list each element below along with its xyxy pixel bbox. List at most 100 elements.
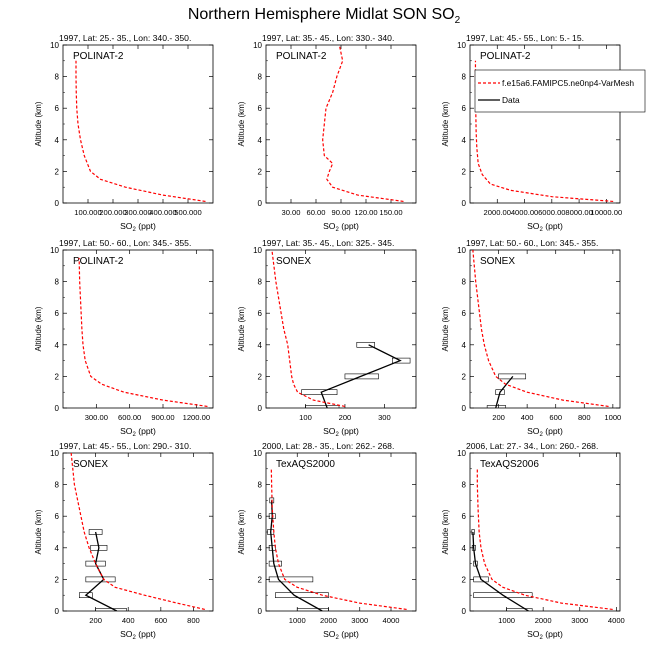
y-tick-label: 6 [258, 309, 263, 318]
plot-area [70, 453, 205, 611]
model-line [476, 468, 613, 611]
chart-panel: 1997, Lat: 35.- 45., Lon: 330.- 340. POLI… [237, 33, 417, 233]
campaign-label: TexAQS2006 [480, 459, 539, 470]
y-tick-label: 8 [462, 481, 467, 490]
x-tick-label: 4000 [608, 616, 625, 625]
panel-title: 1997, Lat: 50.- 60., Lon: 345.- 355. [59, 238, 191, 248]
y-tick-label: 8 [55, 481, 60, 490]
y-tick-label: 10 [253, 449, 262, 458]
chart-panel: 1997, Lat: 50.- 60., Lon: 345.- 355. SONE… [441, 238, 621, 438]
panel-title: 1997, Lat: 45.- 55., Lon: 5.- 15. [466, 33, 584, 43]
y-tick-label: 2 [55, 167, 60, 176]
campaign-label: SONEX [276, 256, 311, 267]
y-tick-label: 6 [258, 104, 263, 113]
y-tick-label: 4 [55, 544, 60, 553]
x-tick-label: 60.00 [306, 208, 325, 217]
chart-panel: 1997, Lat: 50.- 60., Lon: 345.- 355. POLI… [34, 238, 214, 438]
x-tick-label: 800 [187, 616, 200, 625]
chart-panel: 1997, Lat: 35.- 45., Lon: 325.- 345. SONE… [237, 238, 417, 438]
y-tick-label: 10 [50, 41, 59, 50]
y-tick-label: 6 [462, 309, 467, 318]
x-tick-label: 300.00 [85, 413, 108, 422]
y-tick-label: 10 [457, 246, 466, 255]
y-tick-label: 0 [55, 404, 60, 413]
panel-title: 2000, Lat: 28.- 35., Lon: 262.- 268. [262, 441, 394, 451]
legend: f.e15a6.FAMIPC5.ne0np4-VarMesh Data [474, 69, 646, 113]
x-tick-label: 2000.00 [484, 208, 511, 217]
y-tick-label: 4 [55, 341, 60, 350]
obs-range-box [344, 373, 379, 380]
y-tick-label: 10 [457, 41, 466, 50]
x-tick-label: 500.000 [174, 208, 201, 217]
obs-range-box [85, 576, 116, 583]
x-tick-label: 2000 [535, 616, 552, 625]
x-tick-label: 30.00 [281, 208, 300, 217]
y-tick-label: 2 [55, 575, 60, 584]
x-tick-label: 200 [492, 413, 505, 422]
y-axis-label: Altitude (km) [237, 509, 246, 554]
y-tick-label: 10 [50, 246, 59, 255]
x-tick-label: 3000 [571, 616, 588, 625]
x-axis-label: SO2 (ppt) [120, 426, 156, 438]
campaign-label: SONEX [73, 459, 108, 470]
panel-title: 1997, Lat: 45.- 55., Lon: 290.- 310. [59, 441, 191, 451]
x-tick-label: 2000 [320, 616, 337, 625]
obs-range-box [275, 592, 329, 599]
y-tick-label: 10 [50, 449, 59, 458]
campaign-label: SONEX [480, 256, 515, 267]
y-tick-label: 0 [55, 607, 60, 616]
campaign-label: POLINAT-2 [276, 51, 327, 62]
y-tick-label: 6 [55, 104, 60, 113]
x-tick-label: 1000 [289, 616, 306, 625]
y-tick-label: 4 [258, 136, 263, 145]
y-axis-label: Altitude (km) [34, 509, 43, 554]
x-tick-label: 600.00 [118, 413, 141, 422]
obs-range-box [473, 576, 489, 583]
y-tick-label: 0 [258, 607, 263, 616]
y-axis-label: Altitude (km) [237, 101, 246, 146]
chart-panel: 1997, Lat: 45.- 55., Lon: 290.- 310. SONE… [34, 441, 214, 641]
x-tick-label: 200 [89, 616, 102, 625]
x-tick-label: 120.00 [354, 208, 377, 217]
y-tick-label: 0 [258, 199, 263, 208]
x-axis-label: SO2 (ppt) [527, 426, 563, 438]
y-tick-label: 0 [462, 607, 467, 616]
model-line [75, 60, 206, 203]
y-tick-label: 10 [253, 41, 262, 50]
y-tick-label: 4 [258, 341, 263, 350]
x-tick-label: 300.000 [124, 208, 151, 217]
x-axis-label: SO2 (ppt) [527, 221, 563, 233]
y-tick-label: 6 [55, 309, 60, 318]
y-tick-label: 8 [258, 278, 263, 287]
plot-frame [265, 452, 417, 612]
x-tick-label: 1200.00 [183, 413, 210, 422]
x-tick-label: 200.000 [99, 208, 126, 217]
x-axis-label: SO2 (ppt) [120, 629, 156, 641]
obs-range-box [301, 389, 338, 396]
x-tick-label: 10000.00 [591, 208, 623, 217]
panel-title: 1997, Lat: 35.- 45., Lon: 325.- 345. [262, 238, 394, 248]
x-tick-label: 100.000 [74, 208, 101, 217]
y-tick-label: 6 [462, 104, 467, 113]
y-tick-label: 0 [462, 404, 467, 413]
y-tick-label: 2 [258, 372, 263, 381]
x-tick-label: 200 [339, 413, 352, 422]
chart-panel: 1997, Lat: 25.- 35., Lon: 340.- 350. POLI… [34, 33, 214, 233]
y-axis-label: Altitude (km) [34, 306, 43, 351]
obs-range-box [268, 560, 282, 567]
y-tick-label: 8 [55, 73, 60, 82]
y-tick-label: 2 [258, 575, 263, 584]
y-tick-label: 2 [462, 167, 467, 176]
y-tick-label: 6 [258, 512, 263, 521]
x-axis-label: SO2 (ppt) [527, 629, 563, 641]
obs-range-box [305, 405, 340, 408]
x-tick-label: 6000.00 [538, 208, 565, 217]
y-tick-label: 4 [462, 136, 467, 145]
y-tick-label: 8 [462, 278, 467, 287]
y-tick-label: 8 [258, 73, 263, 82]
model-line [271, 250, 346, 408]
x-tick-label: 150.00 [379, 208, 402, 217]
panel-title: 2006, Lat: 27.- 34., Lon: 260.- 268. [466, 441, 598, 451]
y-tick-label: 8 [258, 481, 263, 490]
